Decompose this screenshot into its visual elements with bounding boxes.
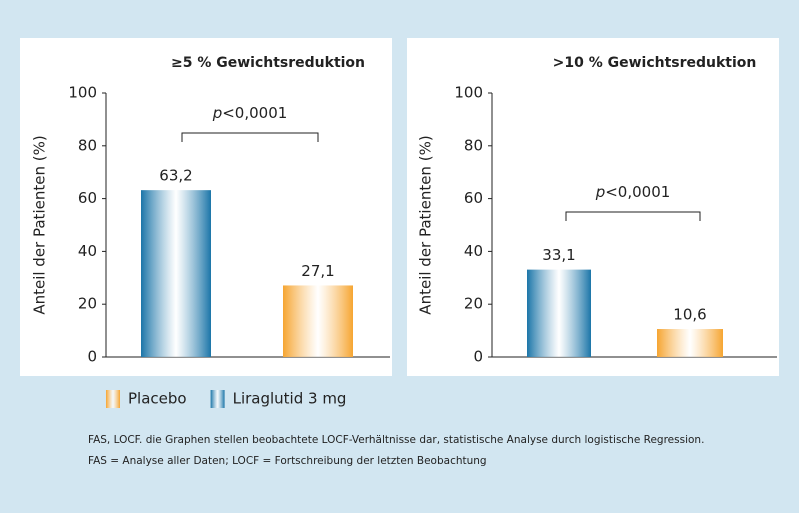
data-label: 27,1 <box>301 262 334 280</box>
significance-bracket <box>181 132 319 142</box>
y-tick-label: 60 <box>464 189 483 207</box>
data-label: 33,1 <box>542 246 575 264</box>
y-tick-label: 80 <box>78 136 97 154</box>
annotation: p<0,0001 <box>212 104 288 122</box>
y-axis-label: Anteil der Patienten (%) <box>31 135 49 314</box>
y-tick-label: 40 <box>464 242 483 260</box>
y-tick-label: 100 <box>68 84 97 102</box>
bar <box>141 190 211 357</box>
significance-bracket <box>565 211 701 221</box>
y-tick-label: 20 <box>78 295 97 313</box>
annotation: p<0,0001 <box>595 183 671 201</box>
data-label: 63,2 <box>159 167 192 185</box>
chart-title: ≥5 % Gewichtsreduktion <box>171 55 365 71</box>
y-tick-label: 80 <box>464 136 483 154</box>
footnote: FAS, LOCF. die Graphen stellen beobachte… <box>88 434 704 446</box>
y-tick-label: 100 <box>454 84 483 102</box>
panel <box>407 38 779 376</box>
legend-swatch <box>210 390 225 408</box>
y-tick-label: 20 <box>464 295 483 313</box>
y-tick-label: 60 <box>78 189 97 207</box>
legend-label: Placebo <box>128 390 187 408</box>
y-tick-label: 0 <box>473 348 483 366</box>
data-label: 10,6 <box>673 306 706 324</box>
bar <box>283 285 353 357</box>
bar <box>657 329 723 357</box>
y-tick-label: 0 <box>87 348 97 366</box>
legend-swatch <box>106 390 120 408</box>
bar <box>527 269 591 357</box>
footnote: FAS = Analyse aller Daten; LOCF = Fortsc… <box>88 455 487 467</box>
chart-title: >10 % Gewichtsreduktion <box>553 55 757 71</box>
y-tick-label: 40 <box>78 242 97 260</box>
legend-label: Liraglutid 3 mg <box>233 390 347 408</box>
y-axis-label: Anteil der Patienten (%) <box>417 135 435 314</box>
